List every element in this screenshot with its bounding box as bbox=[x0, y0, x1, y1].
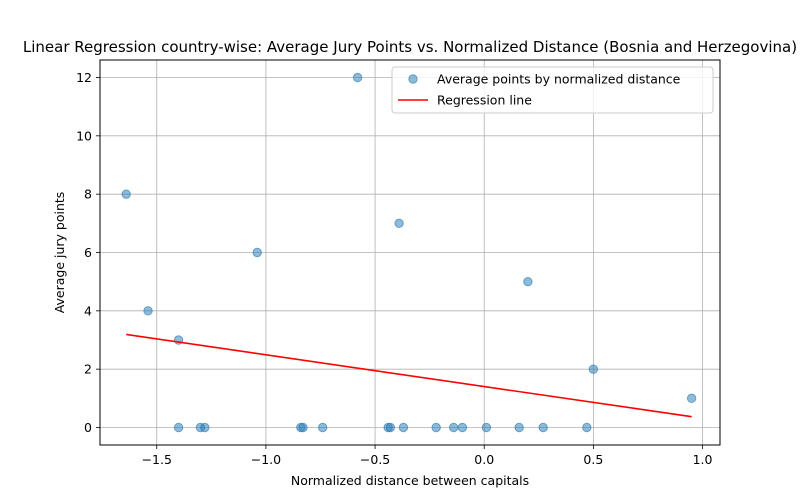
scatter-point bbox=[582, 422, 592, 433]
chart-title: Linear Regression country-wise: Average … bbox=[23, 38, 797, 56]
y-tick-label: 8 bbox=[84, 187, 92, 202]
scatter-point bbox=[121, 189, 131, 199]
scatter-point bbox=[588, 364, 599, 374]
scatter-point bbox=[538, 422, 548, 433]
legend-scatter-marker bbox=[408, 74, 418, 84]
y-tick-label: 10 bbox=[76, 128, 92, 143]
x-tick-label: 0.5 bbox=[583, 452, 603, 467]
scatter-point bbox=[431, 422, 441, 433]
y-tick-label: 6 bbox=[84, 245, 92, 260]
y-tick-label: 4 bbox=[84, 303, 92, 318]
scatter-point bbox=[252, 247, 262, 258]
scatter-points bbox=[121, 72, 697, 433]
x-tick-label: 0.0 bbox=[474, 452, 494, 467]
scatter-point bbox=[448, 422, 459, 433]
scatter-point bbox=[143, 306, 153, 316]
legend-entry-scatter: Average points by normalized distance bbox=[437, 72, 681, 87]
scatter-point bbox=[514, 422, 524, 433]
x-tick-label: −1.5 bbox=[142, 452, 172, 467]
x-tick-label: 1.0 bbox=[693, 452, 713, 467]
y-axis-ticks: 0 2 4 6 8 10 12 bbox=[76, 70, 100, 435]
scatter-point bbox=[298, 422, 308, 433]
scatter-point bbox=[686, 393, 697, 404]
scatter-point bbox=[394, 218, 404, 229]
scatter-point bbox=[457, 422, 468, 433]
regression-layer bbox=[126, 333, 692, 418]
x-tick-label: −0.5 bbox=[360, 452, 390, 467]
x-axis-label: Normalized distance between capitals bbox=[291, 473, 529, 488]
scatter-point bbox=[398, 422, 409, 433]
x-tick-label: −1.0 bbox=[251, 452, 281, 467]
legend-box bbox=[391, 66, 714, 114]
y-tick-label: 0 bbox=[84, 420, 92, 435]
scatter-point bbox=[317, 422, 328, 433]
scatter-point bbox=[523, 276, 533, 287]
x-axis-ticks: −1.5 −1.0 −0.5 0.0 0.5 1.0 bbox=[142, 445, 713, 467]
scatter-point bbox=[385, 422, 396, 433]
legend: Average points by normalized distance Re… bbox=[391, 66, 714, 114]
scatter-point bbox=[173, 422, 184, 433]
grid bbox=[100, 60, 720, 445]
y-tick-label: 12 bbox=[76, 70, 92, 85]
scatter-point bbox=[481, 422, 492, 433]
regression-line bbox=[126, 333, 692, 418]
y-axis-label: Average jury points bbox=[52, 192, 67, 314]
y-tick-label: 2 bbox=[84, 362, 92, 377]
scatter-point bbox=[200, 422, 210, 433]
legend-entry-regression: Regression line bbox=[437, 93, 532, 108]
scatter-point bbox=[352, 72, 363, 83]
